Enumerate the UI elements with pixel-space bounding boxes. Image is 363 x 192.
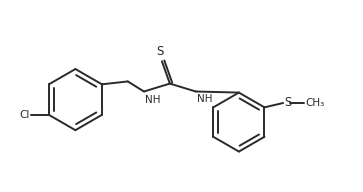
Text: CH₃: CH₃: [305, 98, 325, 108]
Text: NH: NH: [197, 94, 212, 104]
Text: S: S: [284, 96, 291, 109]
Text: S: S: [156, 45, 164, 58]
Text: NH: NH: [145, 95, 160, 105]
Text: Cl: Cl: [19, 110, 29, 120]
